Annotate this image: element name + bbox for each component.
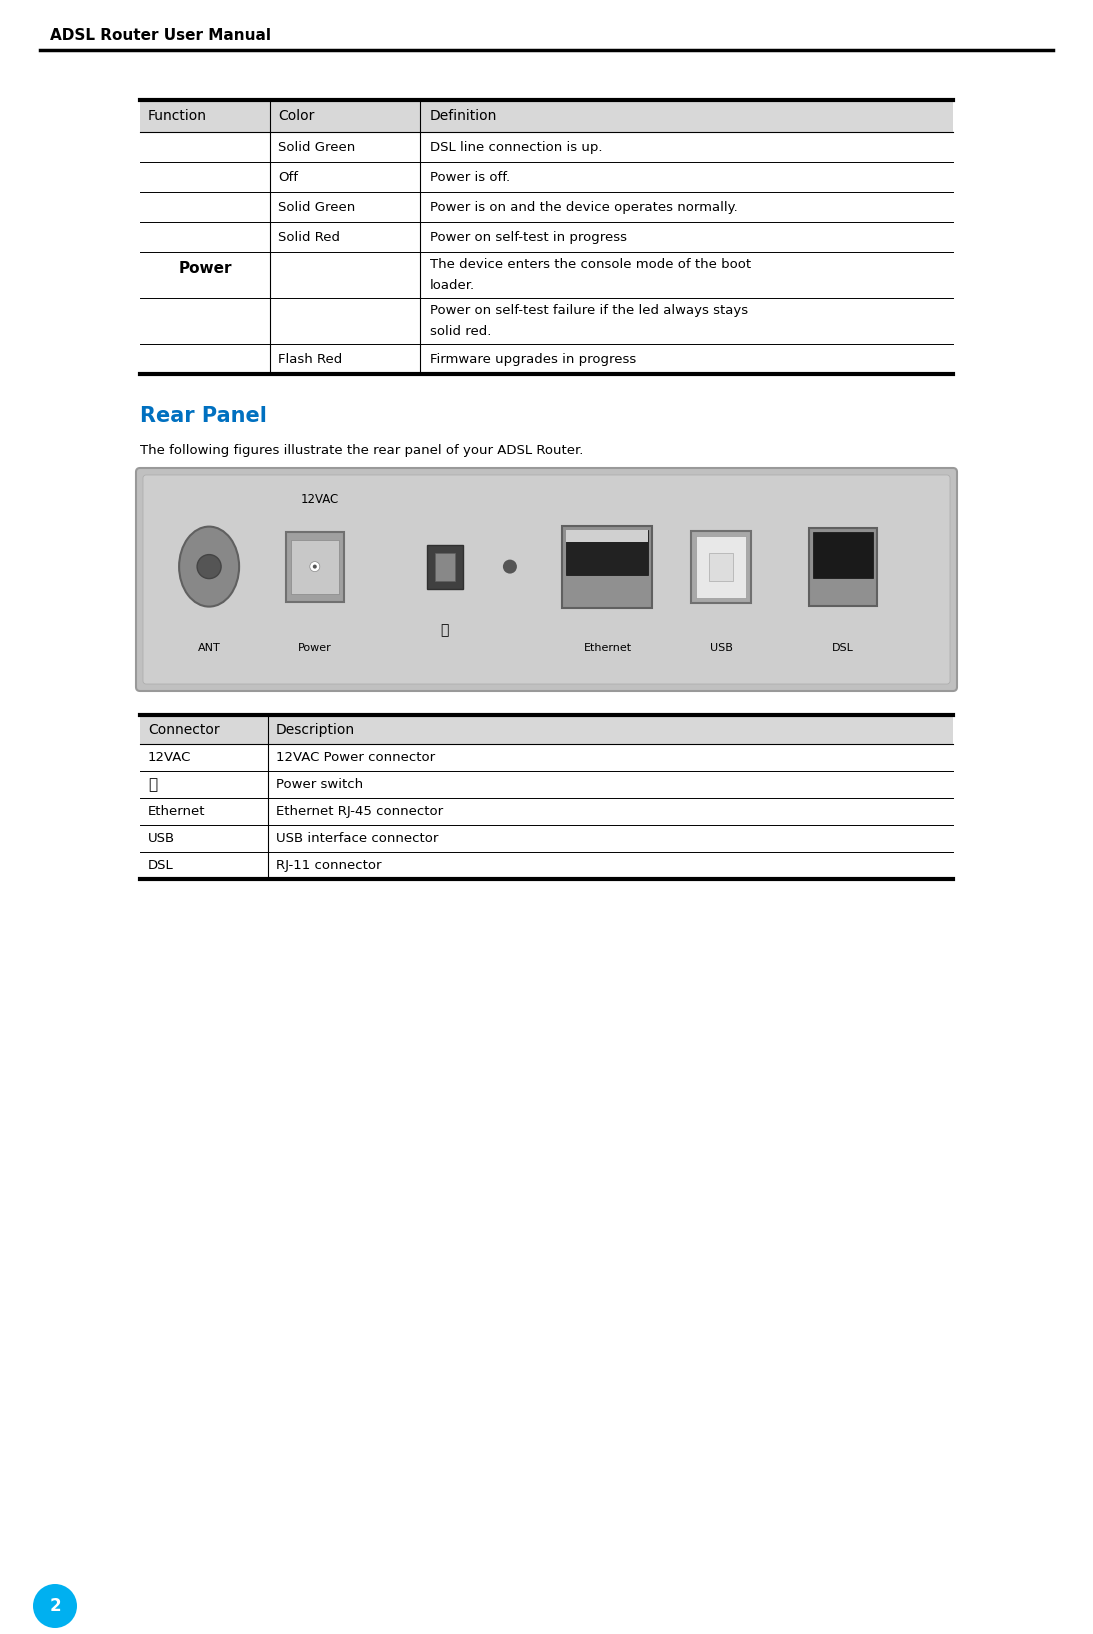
Bar xyxy=(566,529,648,575)
Ellipse shape xyxy=(179,526,239,606)
Text: The device enters the console mode of the boot: The device enters the console mode of th… xyxy=(430,258,751,271)
Text: Ethernet: Ethernet xyxy=(584,644,632,654)
Text: ⏻: ⏻ xyxy=(440,623,449,637)
Bar xyxy=(435,552,455,580)
Text: Ethernet RJ-45 connector: Ethernet RJ-45 connector xyxy=(277,806,443,819)
Text: Power is off.: Power is off. xyxy=(430,170,510,183)
Text: The following figures illustrate the rear panel of your ADSL Router.: The following figures illustrate the rea… xyxy=(140,444,584,458)
Circle shape xyxy=(309,562,320,572)
Text: Solid Green: Solid Green xyxy=(278,141,355,154)
Text: Description: Description xyxy=(277,722,355,737)
Bar xyxy=(566,529,648,541)
Text: Solid Red: Solid Red xyxy=(278,230,340,243)
FancyBboxPatch shape xyxy=(136,467,957,691)
Text: Definition: Definition xyxy=(430,109,497,123)
Text: Connector: Connector xyxy=(148,722,220,737)
Text: Solid Green: Solid Green xyxy=(278,201,355,214)
Bar xyxy=(709,552,733,580)
Circle shape xyxy=(33,1583,77,1627)
Bar xyxy=(563,526,653,608)
Text: DSL: DSL xyxy=(148,859,174,873)
Text: Color: Color xyxy=(278,109,315,123)
Circle shape xyxy=(503,559,517,574)
Text: solid red.: solid red. xyxy=(430,325,492,338)
Bar xyxy=(813,531,873,578)
Text: Firmware upgrades in progress: Firmware upgrades in progress xyxy=(430,353,636,366)
Bar xyxy=(140,100,953,132)
Circle shape xyxy=(313,565,317,569)
Text: Power is on and the device operates normally.: Power is on and the device operates norm… xyxy=(430,201,738,214)
Text: Power: Power xyxy=(298,644,331,654)
Text: Function: Function xyxy=(148,109,207,123)
Text: USB: USB xyxy=(148,832,175,845)
FancyBboxPatch shape xyxy=(143,475,950,685)
Text: Off: Off xyxy=(278,170,298,183)
Text: Power on self-test in progress: Power on self-test in progress xyxy=(430,230,627,243)
Text: 12VAC Power connector: 12VAC Power connector xyxy=(277,752,435,765)
Text: Flash Red: Flash Red xyxy=(278,353,342,366)
Text: Power on self-test failure if the led always stays: Power on self-test failure if the led al… xyxy=(430,304,748,317)
Bar xyxy=(809,528,878,606)
Text: 12VAC: 12VAC xyxy=(301,493,339,507)
Text: USB interface connector: USB interface connector xyxy=(277,832,438,845)
Text: ADSL Router User Manual: ADSL Router User Manual xyxy=(50,28,271,42)
Text: Rear Panel: Rear Panel xyxy=(140,405,267,426)
Text: Ethernet: Ethernet xyxy=(148,806,205,819)
Bar xyxy=(140,716,953,743)
Circle shape xyxy=(197,554,221,578)
Text: loader.: loader. xyxy=(430,279,475,291)
Text: ANT: ANT xyxy=(198,644,221,654)
Text: Power: Power xyxy=(178,260,232,276)
Bar xyxy=(285,531,344,601)
Text: ⏻: ⏻ xyxy=(148,778,157,792)
Text: 2: 2 xyxy=(49,1596,61,1614)
Text: RJ-11 connector: RJ-11 connector xyxy=(277,859,381,873)
Bar xyxy=(696,536,747,598)
Text: DSL: DSL xyxy=(832,644,855,654)
Text: Power switch: Power switch xyxy=(277,778,363,791)
Bar xyxy=(427,544,462,588)
Bar xyxy=(291,539,339,593)
Text: DSL line connection is up.: DSL line connection is up. xyxy=(430,141,602,154)
Text: 12VAC: 12VAC xyxy=(148,752,191,765)
Bar xyxy=(691,531,751,603)
Text: USB: USB xyxy=(709,644,732,654)
